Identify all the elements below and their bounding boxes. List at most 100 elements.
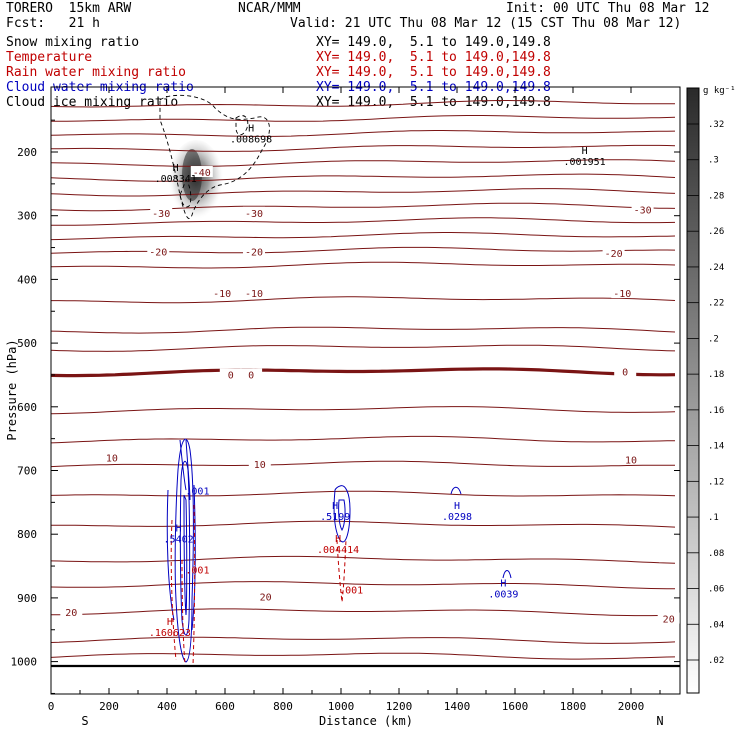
field-name-snow: Snow mixing ratio [6,35,140,50]
cloud-water-1400 [450,486,462,495]
rain-contour-mid [336,539,347,603]
contour-labels: .001 .001 .001 [185,487,363,597]
x-tick-label: 0 [48,700,55,713]
init-time: Init: 00 UTC Thu 08 Mar 12 [506,1,710,16]
isotherm [51,367,676,378]
x-tick-label: 1800 [560,700,587,713]
maximum-value: .0298 [442,512,472,523]
colorbar-tick-label: .08 [708,549,724,559]
maximum-marker: H [454,501,460,512]
colorbar-tick-label: .04 [708,620,724,630]
x-tick-label: 800 [273,700,293,713]
colorbar-tick-label: .16 [708,406,724,416]
temperature-label-bg [657,612,680,624]
isotherm [51,520,676,528]
contour-label: .001 [185,566,209,577]
colorbar-unit: g kg⁻¹ [703,86,736,96]
temperature-label-bg [150,206,173,218]
maximum-value: .004414 [317,545,359,556]
colorbar-tick-label: .26 [708,227,724,237]
isotherm [51,490,676,497]
cloud-ice-contours [159,94,270,219]
temperature-label: 0 [248,371,254,382]
temperature-label-bg [60,606,83,618]
y-axis-title: Pressure (hPa) [5,339,19,440]
forecast-hour: Fcst: 21 h [6,16,100,31]
isotherm [51,406,676,415]
model-title: TORERO 15km ARW [6,1,132,16]
isotherm [51,217,676,226]
temperature-label-bg [611,287,634,299]
x-tick-label: 1000 [328,700,355,713]
colorbar-tick-label: .32 [708,120,724,130]
temperature-label: -10 [245,289,263,300]
isotherm [51,188,676,197]
temperature-label: -10 [613,289,631,300]
y-tick-label: 500 [17,337,37,350]
y-tick-label: 900 [17,592,37,605]
colorbar-tick-label: .28 [708,191,724,201]
isotherm [51,460,675,468]
isotherm [51,144,676,152]
isotherm [51,261,676,269]
temperature-label-bg [631,203,654,215]
x-tick-label: 1200 [386,700,413,713]
center-title: NCAR/MMM [238,1,301,16]
cloud-water-main-3 [183,494,188,616]
temperature-label-bg [602,246,625,258]
x-tick-label: 400 [157,700,177,713]
temperature-label: 10 [254,460,266,471]
maximum-value: .001951 [564,157,606,168]
field-xy-rain: XY= 149.0, 5.1 to 149.0,149.8 [316,65,551,80]
field-name-rain: Rain water mixing ratio [6,65,187,80]
temperature-label: -20 [149,248,167,259]
colorbar-tick-label: .12 [708,477,724,487]
tick-labels: 0 200 400 600 800 1000 1200 1400 1600 1800 2000200… [11,146,645,713]
temperature-label: 10 [625,455,637,466]
maximum-value: .008341 [155,174,197,185]
y-tick-label: 700 [17,465,37,478]
isotherm [51,344,676,352]
maximum-marker: H [173,163,179,174]
cloud-water-main-2 [179,460,191,636]
x-tick-label: 1600 [502,700,529,713]
temperature-label: 20 [663,615,675,626]
isotherm [51,130,676,137]
cloud-water-mid-inner [338,499,346,531]
temperature-label: 10 [106,453,118,464]
x-tick-label: 200 [99,700,119,713]
maximum-marker: H [176,523,182,534]
isotherm [51,636,676,644]
ice-contour-lower [179,179,192,208]
maximum-marker: H [332,501,338,512]
colorbar-tick-label: .22 [708,299,724,309]
south-end-label: S [81,714,88,728]
temperature-label: -20 [605,249,623,260]
isotherm [51,581,675,590]
colorbar-tick-label: .24 [708,263,724,273]
maximum-marker: H [335,534,341,545]
isotherm [51,173,676,182]
y-tick-label: 600 [17,401,37,414]
temperature-label-bg [243,206,265,218]
colorbar-tick-label: .1 [708,513,719,523]
colorbar-tick-label: .18 [708,370,724,380]
maximum-value: .0039 [488,590,518,601]
rain-contour-main [170,504,196,666]
temperature-label: -20 [245,248,263,259]
maximum-value: .160623 [149,628,191,639]
temperature-label: -30 [152,209,170,220]
isotherm [51,326,676,334]
north-end-label: N [656,714,663,728]
temperature-label-bg [243,245,265,257]
colorbar-tick-label: .06 [708,585,724,595]
temperature-label: 0 [228,371,234,382]
temperature-label-bg [240,368,263,380]
maximum-marker: H [582,146,588,157]
isotherm [51,296,676,304]
x-tick-label: 1400 [444,700,471,713]
maximum-value: .5199 [320,512,350,523]
colorbar-tick-label: .2 [708,334,719,344]
temperature-label-bg [219,368,242,380]
temperature-label-bg [100,451,123,463]
